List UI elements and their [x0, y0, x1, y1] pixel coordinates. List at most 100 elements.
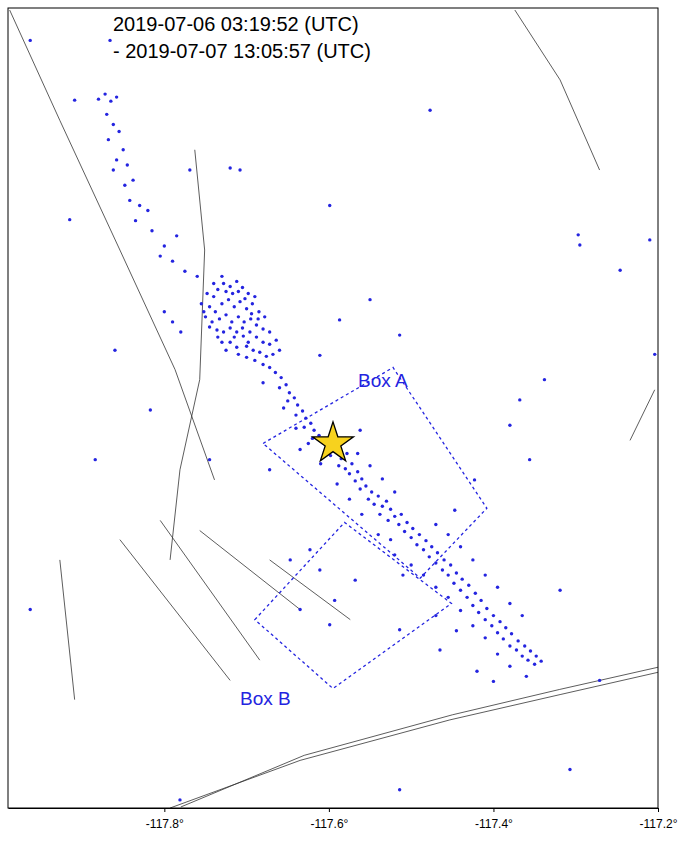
epicenter	[446, 573, 449, 576]
epicenter	[453, 509, 456, 512]
epicenter	[434, 523, 437, 526]
epicenter	[398, 333, 401, 336]
epicenter	[275, 338, 278, 341]
title: - 2019-07-07 13:05:57 (UTC)	[113, 40, 371, 62]
epicenter	[411, 527, 414, 530]
epicenter	[477, 611, 480, 614]
epicenter	[228, 340, 231, 343]
epicenter	[220, 302, 223, 305]
x-tick: -117.4°	[475, 808, 513, 831]
epicenter	[208, 325, 211, 328]
epicenter	[508, 665, 511, 668]
epicenter	[224, 290, 227, 293]
epicenter	[230, 320, 233, 323]
epicenter	[378, 513, 381, 516]
epicenter	[268, 366, 271, 369]
epicenter	[475, 670, 478, 673]
fault-trace	[630, 390, 655, 441]
epicenter	[319, 462, 322, 465]
epicenter	[245, 307, 248, 310]
epicenter	[289, 558, 292, 561]
epicenter	[385, 499, 388, 502]
epicenter	[29, 39, 32, 42]
x-axis: -117.8°-117.6°-117.4°-117.2°	[9, 808, 678, 831]
epicenter	[398, 788, 401, 791]
epicenter	[196, 275, 199, 278]
x-tick: -117.8°	[146, 808, 184, 831]
epicenter	[117, 130, 120, 133]
epicenter	[496, 652, 499, 655]
epicenter	[653, 353, 656, 356]
epicenter	[309, 421, 312, 424]
epicenter	[251, 349, 254, 352]
epicenter	[498, 620, 501, 623]
epicenter	[648, 238, 651, 241]
epicenter	[220, 340, 223, 343]
epicenter	[208, 458, 211, 461]
epicenter	[175, 234, 178, 237]
epicenter	[123, 184, 126, 187]
epicenter	[298, 608, 301, 611]
epicenter	[356, 452, 359, 455]
epicenter	[367, 497, 370, 500]
epicenter	[479, 599, 482, 602]
x-tick-label: -117.8°	[146, 817, 184, 831]
epicenter	[400, 513, 403, 516]
epicenter	[446, 533, 449, 536]
epicenter	[348, 472, 351, 475]
epicenter	[442, 558, 445, 561]
epicenter	[345, 452, 348, 455]
epicenter	[428, 109, 431, 112]
epicenter	[261, 327, 264, 330]
epicenter	[403, 530, 406, 533]
epicenter	[253, 359, 256, 362]
epicenter	[386, 519, 389, 522]
epicenter	[268, 330, 271, 333]
epicenter	[263, 315, 266, 318]
epicenter	[504, 626, 507, 629]
epicenter	[496, 586, 499, 589]
epicenter	[354, 578, 357, 581]
epicenter	[215, 328, 218, 331]
epicenter	[401, 573, 404, 576]
epicenter	[348, 497, 351, 500]
epicenter	[278, 386, 281, 389]
epicenter	[109, 99, 112, 102]
epicenter	[265, 355, 268, 358]
epicenter	[508, 424, 511, 427]
epicenter	[178, 798, 181, 801]
epicenter	[128, 199, 131, 202]
epicenter	[296, 403, 299, 406]
epicenter	[471, 558, 474, 561]
epicenter	[242, 320, 245, 323]
epicenter	[381, 477, 384, 480]
epicenter	[598, 679, 601, 682]
epicenter	[360, 477, 363, 480]
epicenter	[97, 97, 100, 100]
epicenter	[204, 315, 207, 318]
epicenter	[268, 343, 271, 346]
epicenter	[183, 270, 186, 273]
epicenter	[288, 391, 291, 394]
epicenter	[484, 618, 487, 621]
epicenter	[465, 596, 468, 599]
epicenter	[238, 168, 241, 171]
epicenter	[510, 632, 513, 635]
epicenter	[523, 644, 526, 647]
epicenter	[526, 658, 529, 661]
epicenter	[521, 654, 524, 657]
epicenter	[393, 515, 396, 518]
epicenter	[126, 163, 129, 166]
epicenter	[441, 568, 444, 571]
epicenter	[298, 448, 301, 451]
epicenter	[338, 318, 341, 321]
epicenter	[222, 330, 225, 333]
epicenter	[528, 458, 531, 461]
epicenter	[301, 409, 304, 412]
fault-trace	[120, 540, 230, 681]
epicenter	[354, 479, 357, 482]
epicenter	[337, 464, 340, 467]
epicenter	[112, 123, 115, 126]
epicenter	[253, 295, 256, 298]
epicenter	[112, 168, 115, 171]
